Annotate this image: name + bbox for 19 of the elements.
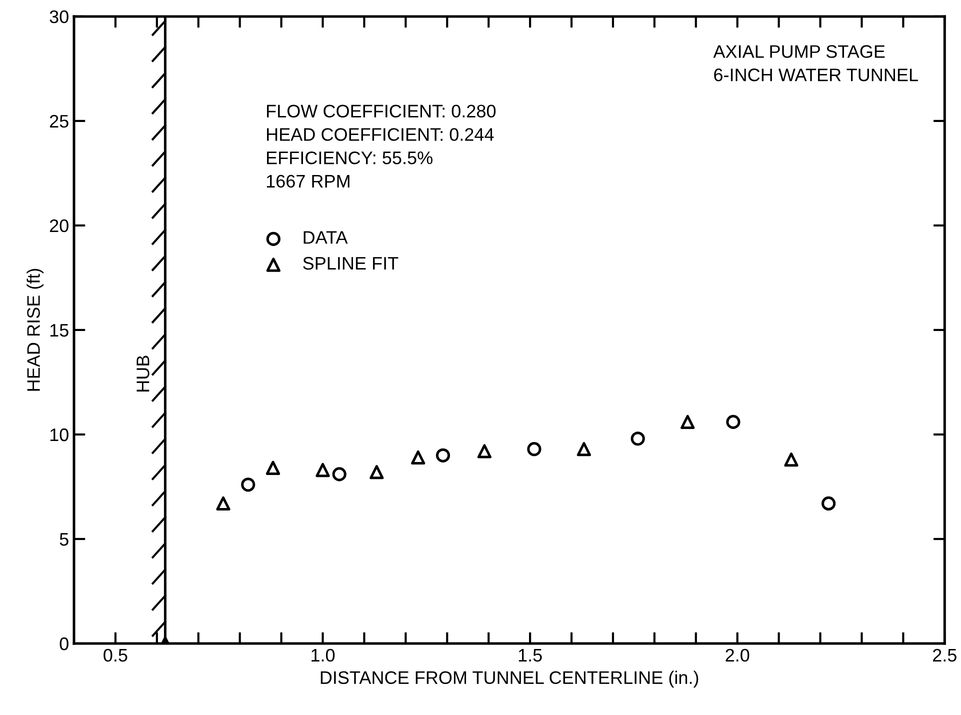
y-tick-label: 0	[60, 637, 68, 650]
annotation: AXIAL PUMP STAGE 6-INCH WATER TUNNEL	[713, 45, 918, 82]
y-axis-title: HEAD RISE (ft)	[26, 268, 44, 391]
x-tick-label: 2.5	[933, 648, 956, 662]
y-tick-label: 25	[50, 114, 68, 128]
y-tick-label: 30	[50, 10, 68, 24]
x-tick-label: 1.5	[518, 649, 542, 662]
x-tick-label: 2.0	[726, 648, 750, 662]
y-tick-label: 10	[50, 428, 68, 442]
annotation: FLOW COEFFICIENT: 0.280 HEAD COEFFICIENT: 0.244 EFFICIENCY: 55.5% 1667 RPM	[266, 104, 496, 188]
x-axis-title: DISTANCE FROM TUNNEL CENTERLINE (in.)	[320, 670, 698, 688]
ref-line-label: HUB	[136, 356, 150, 392]
y-tick-label: 20	[50, 219, 68, 232]
legend-label: DATA	[304, 231, 348, 244]
x-tick-label: 1.0	[312, 648, 335, 662]
legend-label: SPLINE FIT	[303, 256, 398, 270]
y-tick-label: 15	[50, 324, 68, 337]
y-tick-label: 5	[60, 533, 68, 546]
x-tick-label: 0.5	[104, 648, 128, 662]
